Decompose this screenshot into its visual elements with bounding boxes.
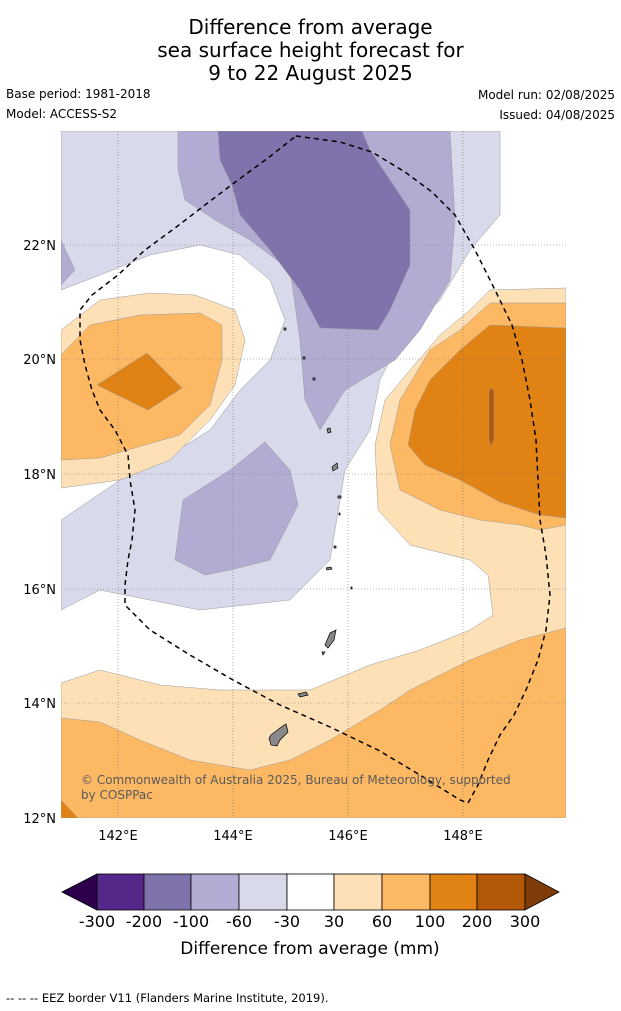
islands <box>268 327 353 747</box>
island-asuncion <box>326 427 332 434</box>
colorbar-segment <box>143 873 192 911</box>
map-title: Difference from average sea surface heig… <box>0 16 621 85</box>
island-small-2 <box>338 512 341 516</box>
eez-footnote: -- -- -- EEZ border V11 (Flanders Marine… <box>6 991 329 1005</box>
contour-pos-100-200-west <box>96 352 183 411</box>
lat-label: 12°N <box>23 812 56 827</box>
copyright-line-1: © Commonwealth of Australia 2025, Bureau… <box>81 773 511 787</box>
contour-pos-100-200-corner <box>61 799 79 818</box>
lat-label: 22°N <box>23 239 56 254</box>
lon-label: 144°E <box>213 829 253 844</box>
forecast-map: © Commonwealth of Australia 2025, Bureau… <box>23 131 566 844</box>
title-line-2: sea surface height forecast for <box>157 38 464 62</box>
island-saipan <box>324 629 337 649</box>
lon-label: 142°E <box>98 829 138 844</box>
contour-neg-60-100-south <box>174 441 299 576</box>
colorbar-tick-label: 60 <box>372 912 392 931</box>
lat-label: 16°N <box>23 583 56 598</box>
gridlines <box>61 131 566 818</box>
lat-label: 14°N <box>23 697 56 712</box>
colorbar-tick-label: -100 <box>173 912 209 931</box>
colorbar-segment <box>476 873 526 911</box>
colorbar-tick-label: -300 <box>79 912 115 931</box>
colorbar-tick-label: 100 <box>415 912 446 931</box>
island-farallon <box>302 356 306 360</box>
colorbar-segment <box>381 873 431 911</box>
colorbar-segment <box>333 873 383 911</box>
colorbar-segments <box>61 873 560 911</box>
lon-label: 148°E <box>443 829 483 844</box>
island-small-1 <box>283 327 287 331</box>
colorbar-segment <box>286 873 335 911</box>
model-text: Model: ACCESS-S2 <box>6 107 118 121</box>
contour-pos-100-200-east <box>407 324 566 519</box>
copyright-notice: © Commonwealth of Australia 2025, Bureau… <box>81 773 511 802</box>
island-guam <box>268 723 289 747</box>
lon-axis-labels: 142°E 144°E 146°E 148°E <box>98 829 483 844</box>
colorbar-tick-label: 200 <box>462 912 493 931</box>
issued-text: Issued: 04/08/2025 <box>499 108 615 122</box>
lat-label: 18°N <box>23 468 56 483</box>
colorbar-arrow-min <box>61 873 98 911</box>
island-tinian <box>321 651 326 656</box>
colorbar-tick-label: 300 <box>510 912 541 931</box>
colorbar-segment <box>429 873 478 911</box>
colorbar-segment <box>238 873 288 911</box>
colorbar: -300 -200 -100 -60 -30 30 60 100 200 300… <box>61 873 560 959</box>
contour-neg-60-100-west <box>61 239 76 286</box>
island-anatahan <box>325 566 333 571</box>
colorbar-segment <box>190 873 240 911</box>
base-period-text: Base period: 1981-2018 <box>6 87 151 101</box>
colorbar-tick-label: -200 <box>126 912 162 931</box>
colorbar-tick-label: -30 <box>274 912 300 931</box>
contour-pos-60-100-south <box>61 627 566 818</box>
island-small-3 <box>350 586 353 590</box>
colorbar-segment <box>96 873 145 911</box>
title-line-3: 9 to 22 August 2025 <box>208 61 413 85</box>
island-pagan <box>331 462 339 472</box>
island-agrihan <box>337 495 342 499</box>
title-line-1: Difference from average <box>188 15 433 39</box>
island-maug <box>312 377 316 381</box>
eez-border <box>79 135 551 804</box>
model-run-text: Model run: 02/08/2025 <box>477 88 615 102</box>
island-alamagan <box>333 545 337 549</box>
colorbar-label: Difference from average (mm) <box>180 939 439 959</box>
contour-pos-200-300 <box>488 387 495 447</box>
contour-neg-100-200 <box>217 131 411 331</box>
copyright-line-2: by COSPPac <box>81 788 153 802</box>
colorbar-ticks: -300 -200 -100 -60 -30 30 60 100 200 300 <box>79 912 540 931</box>
colorbar-tick-label: -60 <box>226 912 252 931</box>
island-rota <box>297 691 309 698</box>
colorbar-arrow-max <box>524 873 560 911</box>
colorbar-tick-label: 30 <box>324 912 344 931</box>
lon-label: 146°E <box>328 829 368 844</box>
lat-axis-labels: 22°N 20°N 18°N 16°N 14°N 12°N <box>23 239 56 827</box>
lat-label: 20°N <box>23 353 56 368</box>
